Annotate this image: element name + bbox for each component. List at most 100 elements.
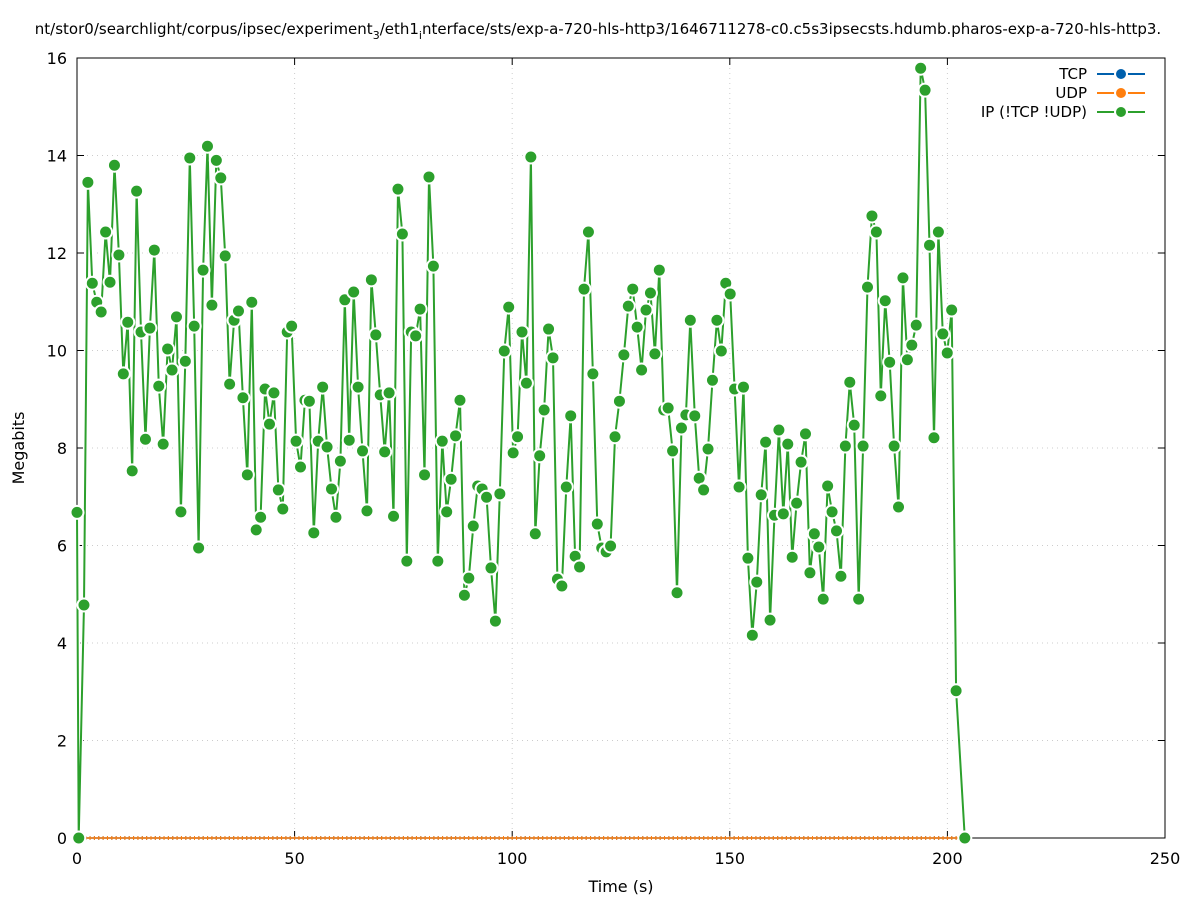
legend-label: UDP (1055, 84, 1087, 102)
data-point (425, 258, 441, 274)
data-point (576, 281, 592, 297)
data-point (696, 482, 712, 498)
x-tick-label: 200 (932, 849, 963, 868)
x-tick-label: 50 (284, 849, 304, 868)
data-point (386, 508, 402, 524)
data-point (253, 509, 269, 525)
data-point (461, 570, 477, 586)
data-point (324, 481, 340, 497)
data-point (607, 429, 623, 445)
data-point (266, 385, 282, 401)
data-point (735, 379, 751, 395)
plot-frame (76, 57, 1166, 839)
data-point (647, 346, 663, 362)
data-point (381, 385, 397, 401)
data-point (585, 366, 601, 382)
data-point (771, 422, 787, 438)
data-point (363, 272, 379, 288)
data-point (501, 299, 517, 315)
data-point (620, 298, 636, 314)
data-point (846, 417, 862, 433)
data-point (939, 345, 955, 361)
data-point (195, 262, 211, 278)
data-point (510, 429, 526, 445)
y-tick-label: 16 (47, 49, 67, 68)
data-point (275, 501, 291, 517)
y-tick-label: 10 (47, 342, 67, 361)
data-point (704, 372, 720, 388)
data-point (319, 439, 335, 455)
data-point (673, 420, 689, 436)
data-point (789, 495, 805, 511)
data-point (213, 170, 229, 186)
data-point (842, 374, 858, 390)
data-point (115, 366, 131, 382)
x-tick-label: 150 (715, 849, 746, 868)
data-point (793, 454, 809, 470)
data-point (563, 408, 579, 424)
data-point (713, 343, 729, 359)
data-point (824, 504, 840, 520)
data-point (572, 559, 588, 575)
data-point (665, 443, 681, 459)
data-point (864, 208, 880, 224)
chart-title: nt/stor0/searchlight/corpus/ipsec/experi… (35, 20, 1161, 42)
data-point (802, 565, 818, 581)
data-point (527, 526, 543, 542)
data-point (935, 326, 951, 342)
data-point (182, 150, 198, 166)
data-point (106, 157, 122, 173)
data-point (496, 343, 512, 359)
data-point (487, 613, 503, 629)
data-point (434, 433, 450, 449)
data-point (603, 538, 619, 554)
data-point (84, 275, 100, 291)
data-point (199, 138, 215, 154)
data-point (284, 318, 300, 334)
data-point (917, 82, 933, 98)
data-point (837, 438, 853, 454)
data-point (811, 539, 827, 555)
data-point (518, 375, 534, 391)
data-point (483, 560, 499, 576)
data-point (877, 293, 893, 309)
data-point (328, 509, 344, 525)
data-point (625, 281, 641, 297)
data-point (368, 327, 384, 343)
data-point (168, 309, 184, 325)
data-point (926, 430, 942, 446)
data-point (448, 428, 464, 444)
data-point (957, 830, 973, 846)
data-point (355, 443, 371, 459)
x-tick-label: 250 (1150, 849, 1181, 868)
legend-label: IP (!TCP !UDP) (981, 103, 1087, 121)
x-tick-label: 0 (72, 849, 82, 868)
y-tick-label: 8 (57, 439, 67, 458)
data-point (753, 487, 769, 503)
data-point (642, 285, 658, 301)
data-point (660, 400, 676, 416)
series-layer (69, 60, 973, 846)
data-point (191, 540, 207, 556)
data-point (532, 448, 548, 464)
data-point (860, 279, 876, 295)
data-point (873, 388, 889, 404)
data-point (421, 169, 437, 185)
legend-marker (1114, 105, 1128, 119)
data-point (69, 504, 85, 520)
data-point (160, 341, 176, 357)
series-udp (76, 836, 966, 840)
data-point (882, 354, 898, 370)
data-point (833, 568, 849, 584)
data-point (682, 312, 698, 328)
data-point (709, 312, 725, 328)
data-point (731, 479, 747, 495)
data-point (288, 433, 304, 449)
data-point (408, 328, 424, 344)
data-point (851, 591, 867, 607)
legend-marker (1114, 67, 1128, 81)
data-point (235, 390, 251, 406)
x-tick-label: 100 (497, 849, 528, 868)
